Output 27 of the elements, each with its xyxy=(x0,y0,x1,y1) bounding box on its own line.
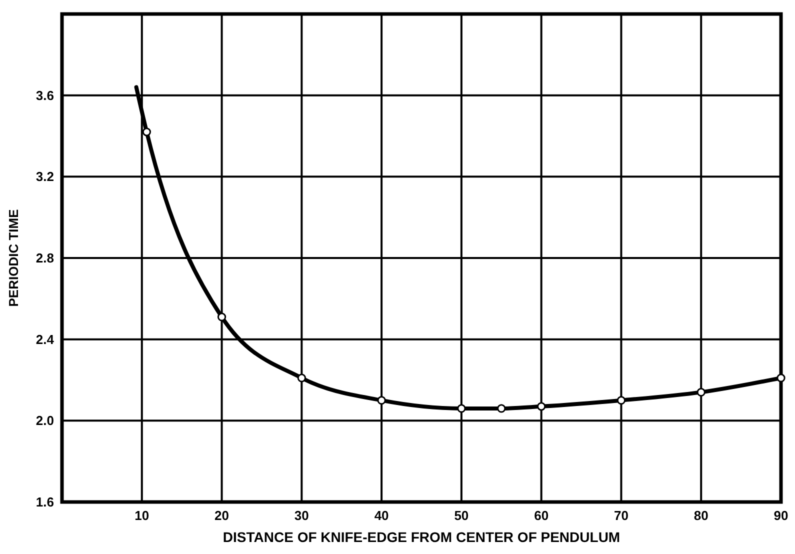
y-tick-label: 2.4 xyxy=(36,332,55,347)
x-axis-title: DISTANCE OF KNIFE-EDGE FROM CENTER OF PENDULUM xyxy=(222,529,620,545)
x-tick-label: 30 xyxy=(294,508,309,523)
point xyxy=(377,396,386,405)
point xyxy=(776,374,786,382)
x-tick-label: 20 xyxy=(214,508,230,523)
x-tick-label: 40 xyxy=(374,508,389,523)
point xyxy=(696,388,706,397)
x-tick-label: 70 xyxy=(614,508,628,523)
y-tick-label: 3.6 xyxy=(36,88,54,103)
point xyxy=(616,396,626,405)
point xyxy=(217,312,226,322)
point xyxy=(142,128,151,136)
x-tick-label: 10 xyxy=(134,508,150,523)
point xyxy=(537,402,546,411)
y-tick-label: 2.0 xyxy=(36,413,54,428)
y-tick-label: 3.2 xyxy=(36,169,54,184)
x-tick-label: 80 xyxy=(694,508,708,523)
point xyxy=(497,404,506,413)
y-tick-label: 1.6 xyxy=(36,494,54,510)
y-tick-label: 2.8 xyxy=(36,250,54,266)
x-tick-label: 90 xyxy=(774,508,788,523)
point xyxy=(297,374,306,382)
y-axis-title: PERIODIC TIME xyxy=(6,208,21,307)
point xyxy=(457,404,466,413)
x-tick-label: 50 xyxy=(454,508,469,523)
x-tick-label: 60 xyxy=(534,508,549,523)
